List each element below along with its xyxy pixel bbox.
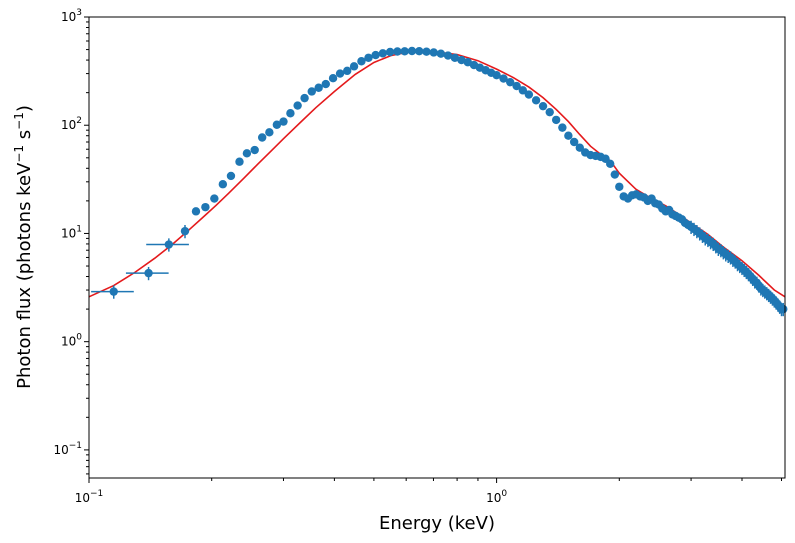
data-point — [235, 157, 244, 166]
data-point — [378, 49, 388, 58]
data-point — [218, 180, 228, 189]
plot-frame — [88, 16, 786, 479]
data-point — [415, 47, 424, 56]
data-point — [265, 128, 274, 137]
y-axis: 10−1 100 101 102 103 — [53, 8, 89, 475]
data-point — [242, 149, 252, 158]
data-point — [450, 53, 460, 62]
data-point — [210, 194, 219, 203]
data-point — [524, 90, 534, 99]
data-point — [538, 101, 548, 111]
data-point — [335, 69, 345, 78]
data-point — [286, 109, 295, 118]
data-point — [575, 143, 584, 152]
model-line — [88, 50, 786, 298]
data-point — [279, 117, 288, 126]
data-point — [545, 107, 554, 117]
data-point — [314, 83, 323, 92]
data-point — [558, 123, 567, 132]
data-point — [91, 285, 134, 299]
data-point — [436, 49, 446, 58]
data-point — [429, 48, 438, 57]
data-point — [606, 159, 615, 169]
tick-label: 103 — [61, 8, 82, 24]
data-point — [457, 55, 466, 65]
x-axis: 10−1 100 — [75, 478, 782, 505]
data-point — [300, 93, 309, 103]
data-point — [201, 202, 210, 212]
data-point — [400, 47, 409, 56]
data-point — [226, 171, 236, 181]
data-point — [293, 101, 302, 110]
data-point — [531, 96, 541, 105]
y-axis-title: Photon flux (photons keV−1 s−1) — [12, 105, 35, 389]
x-axis-title: Energy (keV) — [379, 513, 495, 534]
data-point — [569, 137, 579, 147]
data-point — [385, 47, 395, 57]
data-point — [615, 182, 624, 191]
data-point — [342, 66, 352, 76]
tick-label: 101 — [61, 224, 82, 240]
tick-label: 100 — [486, 489, 507, 505]
data-point — [551, 115, 561, 125]
data-point — [564, 131, 573, 140]
data-point — [125, 266, 169, 281]
data-point — [357, 57, 366, 66]
data-point — [499, 74, 508, 83]
data-point — [364, 53, 373, 62]
data-point — [512, 81, 521, 91]
tick-label: 10−1 — [53, 441, 82, 457]
tick-label: 10−1 — [75, 489, 104, 505]
tick-label: 100 — [61, 333, 82, 349]
data-point — [371, 50, 380, 60]
data-point — [307, 87, 316, 96]
data-point — [443, 51, 453, 60]
data-point — [349, 62, 359, 71]
data-point — [328, 73, 338, 83]
data-point — [321, 79, 330, 89]
model-layer — [88, 50, 786, 298]
data-point — [272, 120, 282, 129]
data-point — [610, 170, 620, 179]
data-point — [180, 224, 190, 239]
data-point — [422, 47, 431, 56]
data-point — [250, 145, 259, 155]
data-point — [393, 47, 402, 56]
data-point — [257, 133, 267, 142]
tick-label: 102 — [61, 116, 82, 132]
data-layer — [91, 46, 788, 317]
data-point — [191, 207, 201, 216]
data-point — [506, 77, 515, 87]
data-point — [407, 46, 417, 56]
data-point — [146, 238, 189, 252]
data-point — [492, 70, 501, 80]
data-point — [518, 86, 528, 95]
